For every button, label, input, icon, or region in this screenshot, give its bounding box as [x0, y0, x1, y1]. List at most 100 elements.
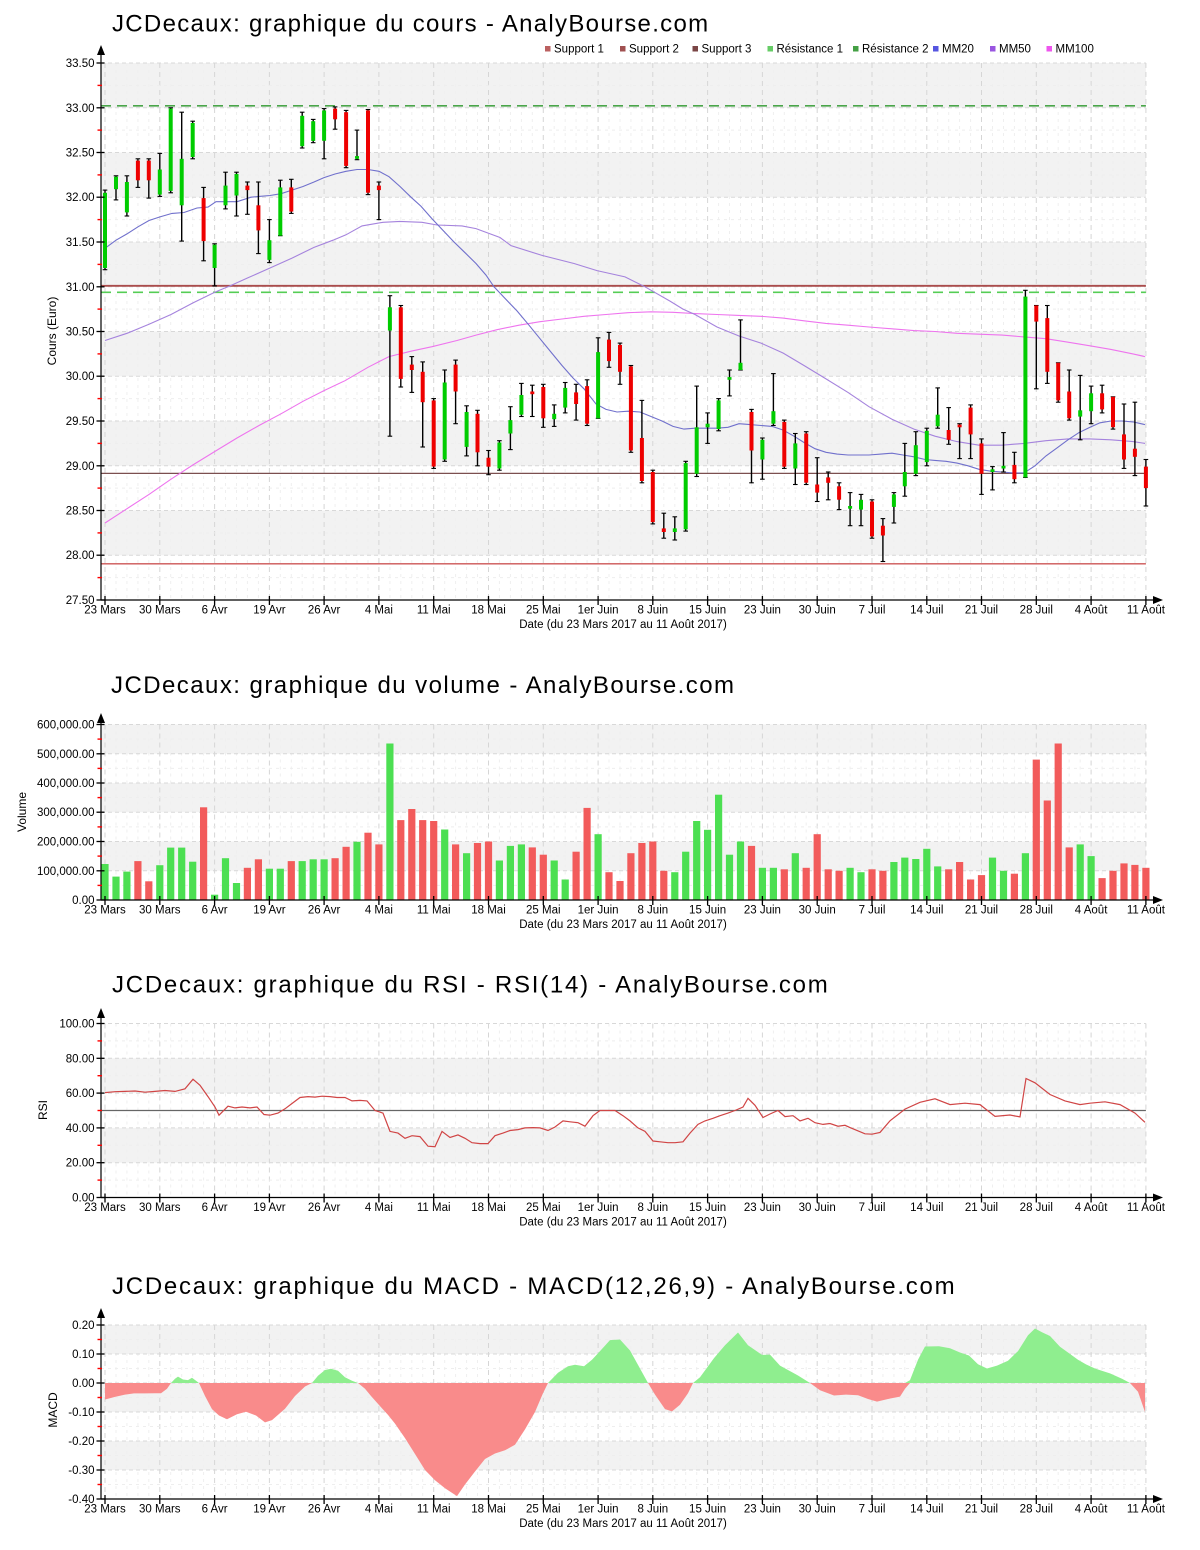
svg-text:Volume: Volume [15, 792, 29, 832]
svg-text:11 Mai: 11 Mai [417, 905, 451, 917]
svg-text:4 Août: 4 Août [1075, 605, 1108, 617]
svg-text:11 Août: 11 Août [1127, 1202, 1166, 1214]
svg-text:1er Juin: 1er Juin [578, 905, 619, 917]
svg-text:0.00: 0.00 [72, 895, 94, 907]
svg-text:0.10: 0.10 [72, 1349, 94, 1361]
svg-text:21 Juil: 21 Juil [965, 1504, 998, 1516]
svg-text:18 Mai: 18 Mai [471, 905, 506, 917]
svg-text:6 Avr: 6 Avr [202, 1202, 228, 1214]
svg-text:30 Mars: 30 Mars [139, 1202, 181, 1214]
svg-text:30.50: 30.50 [66, 327, 95, 339]
svg-text:500,000.00: 500,000.00 [37, 749, 95, 761]
svg-text:-0.10: -0.10 [68, 1407, 94, 1419]
svg-text:14 Juil: 14 Juil [910, 905, 943, 917]
svg-text:JCDecaux: graphique du MACD -: JCDecaux: graphique du MACD - MACD(12,26… [112, 1273, 956, 1300]
svg-text:26 Avr: 26 Avr [308, 1202, 341, 1214]
svg-text:19 Avr: 19 Avr [253, 1202, 286, 1214]
svg-text:30.00: 30.00 [66, 371, 95, 383]
svg-text:23 Juin: 23 Juin [744, 905, 781, 917]
svg-text:15 Juin: 15 Juin [689, 1202, 726, 1214]
svg-text:200,000.00: 200,000.00 [37, 837, 95, 849]
svg-text:11 Mai: 11 Mai [417, 1504, 451, 1516]
svg-text:11 Août: 11 Août [1127, 605, 1166, 617]
svg-text:1er Juin: 1er Juin [578, 1504, 619, 1516]
svg-text:23 Mars: 23 Mars [84, 905, 126, 917]
svg-text:23 Juin: 23 Juin [744, 1202, 781, 1214]
svg-text:25 Mai: 25 Mai [526, 905, 561, 917]
svg-text:6 Avr: 6 Avr [202, 605, 228, 617]
svg-text:Date (du 23 Mars 2017 au 11 Ao: Date (du 23 Mars 2017 au 11 Août 2017) [519, 1518, 727, 1530]
svg-text:JCDecaux: graphique du volume: JCDecaux: graphique du volume - AnalyBou… [111, 672, 735, 699]
svg-text:Date (du 23 Mars 2017 au 11 Ao: Date (du 23 Mars 2017 au 11 Août 2017) [519, 619, 727, 631]
svg-text:7 Juil: 7 Juil [859, 905, 886, 917]
svg-text:4 Mai: 4 Mai [365, 905, 393, 917]
svg-text:30 Mars: 30 Mars [139, 605, 181, 617]
svg-text:Support 2: Support 2 [629, 44, 679, 56]
svg-text:MM20: MM20 [942, 44, 974, 56]
svg-text:0.00: 0.00 [72, 1378, 94, 1390]
svg-text:27.50: 27.50 [66, 595, 95, 607]
svg-text:Date (du 23 Mars 2017 au 11 Ao: Date (du 23 Mars 2017 au 11 Août 2017) [519, 919, 727, 931]
svg-text:8 Juin: 8 Juin [637, 605, 668, 617]
svg-text:26 Avr: 26 Avr [308, 605, 341, 617]
svg-text:30 Juin: 30 Juin [799, 605, 836, 617]
svg-text:28.00: 28.00 [66, 550, 95, 562]
svg-text:25 Mai: 25 Mai [526, 605, 561, 617]
svg-text:14 Juil: 14 Juil [910, 605, 943, 617]
svg-text:40.00: 40.00 [66, 1123, 95, 1135]
svg-text:100.00: 100.00 [59, 1019, 94, 1031]
svg-text:29.50: 29.50 [66, 416, 95, 428]
svg-text:6 Avr: 6 Avr [202, 1504, 228, 1516]
svg-text:23 Juin: 23 Juin [744, 1504, 781, 1516]
svg-text:MM100: MM100 [1056, 44, 1094, 56]
svg-text:8 Juin: 8 Juin [637, 905, 668, 917]
svg-text:600,000.00: 600,000.00 [37, 720, 95, 732]
svg-text:30 Mars: 30 Mars [139, 905, 181, 917]
svg-text:Résistance 1: Résistance 1 [777, 44, 843, 56]
svg-text:19 Avr: 19 Avr [253, 605, 286, 617]
svg-text:30 Juin: 30 Juin [799, 905, 836, 917]
svg-text:32.00: 32.00 [66, 192, 95, 204]
svg-text:15 Juin: 15 Juin [689, 605, 726, 617]
svg-text:26 Avr: 26 Avr [308, 905, 341, 917]
svg-text:15 Juin: 15 Juin [689, 905, 726, 917]
svg-text:23 Mars: 23 Mars [84, 1202, 126, 1214]
svg-text:400,000.00: 400,000.00 [37, 778, 95, 790]
svg-text:0.20: 0.20 [72, 1320, 94, 1332]
svg-text:1er Juin: 1er Juin [578, 1202, 619, 1214]
svg-text:60.00: 60.00 [66, 1088, 95, 1100]
svg-text:100,000.00: 100,000.00 [37, 866, 95, 878]
svg-text:28 Juil: 28 Juil [1020, 1504, 1053, 1516]
svg-text:4 Mai: 4 Mai [365, 1504, 393, 1516]
svg-text:7 Juil: 7 Juil [859, 1504, 886, 1516]
svg-text:-0.30: -0.30 [68, 1465, 94, 1477]
svg-text:33.00: 33.00 [66, 103, 95, 115]
svg-text:28 Juil: 28 Juil [1020, 905, 1053, 917]
svg-text:18 Mai: 18 Mai [471, 605, 506, 617]
svg-text:31.00: 31.00 [66, 282, 95, 294]
svg-text:14 Juil: 14 Juil [910, 1504, 943, 1516]
svg-text:MM50: MM50 [999, 44, 1031, 56]
svg-text:4 Mai: 4 Mai [365, 1202, 393, 1214]
svg-text:23 Mars: 23 Mars [84, 605, 126, 617]
svg-text:29.00: 29.00 [66, 461, 95, 473]
svg-text:23 Juin: 23 Juin [744, 605, 781, 617]
svg-text:20.00: 20.00 [66, 1158, 95, 1170]
svg-text:7 Juil: 7 Juil [859, 1202, 886, 1214]
svg-text:8 Juin: 8 Juin [637, 1202, 668, 1214]
svg-text:8 Juin: 8 Juin [637, 1504, 668, 1516]
svg-text:14 Juil: 14 Juil [910, 1202, 943, 1214]
svg-text:JCDecaux: graphique du cours -: JCDecaux: graphique du cours - AnalyBour… [112, 11, 709, 38]
svg-text:Date (du 23 Mars 2017 au 11 Ao: Date (du 23 Mars 2017 au 11 Août 2017) [519, 1217, 727, 1229]
svg-text:4 Août: 4 Août [1075, 905, 1108, 917]
svg-text:JCDecaux: graphique du RSI - R: JCDecaux: graphique du RSI - RSI(14) - A… [112, 972, 829, 999]
svg-text:30 Juin: 30 Juin [799, 1504, 836, 1516]
svg-text:Support 1: Support 1 [554, 44, 604, 56]
svg-text:19 Avr: 19 Avr [253, 905, 286, 917]
svg-text:0.00: 0.00 [72, 1193, 94, 1205]
svg-text:Support 3: Support 3 [702, 44, 752, 56]
svg-text:Cours (Euro): Cours (Euro) [45, 297, 59, 366]
svg-text:30 Mars: 30 Mars [139, 1504, 181, 1516]
svg-text:300,000.00: 300,000.00 [37, 807, 95, 819]
svg-text:31.50: 31.50 [66, 237, 95, 249]
